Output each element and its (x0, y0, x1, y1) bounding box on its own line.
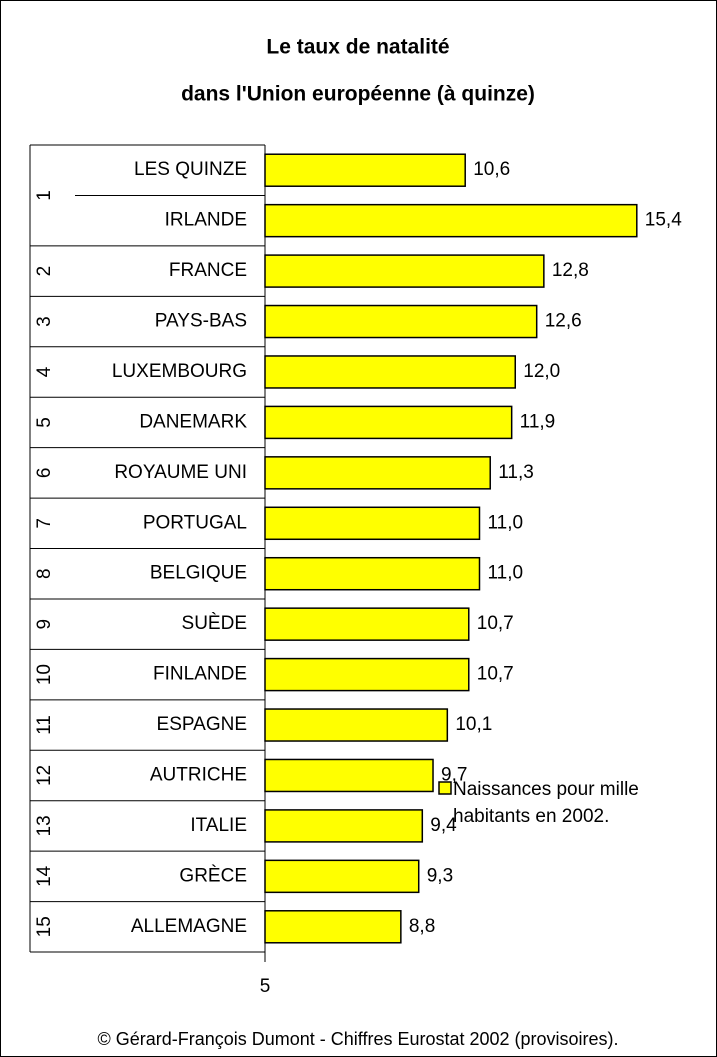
category-label: LUXEMBOURG (112, 361, 247, 382)
rank-label: 4 (34, 366, 55, 377)
rank-label: 13 (34, 815, 55, 836)
bar (264, 355, 516, 389)
value-label: 10,6 (473, 159, 510, 180)
legend: Naissances pour mille habitants en 2002. (453, 779, 639, 827)
bar (264, 203, 638, 238)
value-label: 10,7 (477, 664, 514, 685)
category-label: ESPAGNE (157, 714, 247, 735)
category-label: PORTUGAL (143, 512, 247, 533)
rank-label: 7 (34, 518, 55, 529)
value-label: 11,9 (520, 411, 556, 432)
rank-label: 5 (34, 417, 55, 428)
bar (264, 657, 470, 692)
bar (264, 758, 434, 793)
rank-label: 3 (34, 316, 55, 327)
category-label: LES QUINZE (134, 159, 247, 180)
bar (264, 607, 470, 641)
rank-label: 1 (34, 190, 55, 201)
chart-title: Le taux de natalité (266, 36, 449, 59)
category-label: GRÈCE (179, 865, 247, 886)
category-label: BELGIQUE (150, 563, 247, 584)
value-label: 10,1 (455, 714, 492, 735)
category-label: AUTRICHE (150, 764, 247, 785)
category-label: ALLEMAGNE (131, 916, 247, 937)
value-label: 12,8 (552, 260, 589, 281)
rank-label: 6 (34, 468, 55, 479)
bar (264, 506, 481, 541)
value-label: 9,7 (441, 764, 467, 785)
bar (264, 405, 513, 440)
bar (264, 809, 424, 843)
x-tick-label: 5 (260, 976, 271, 997)
category-label: IRLANDE (165, 210, 247, 231)
bar (264, 254, 545, 288)
category-label: ITALIE (190, 815, 247, 836)
value-label: 12,6 (545, 311, 582, 332)
chart-title: dans l'Union européenne (à quinze) (181, 83, 535, 106)
value-label: 11,3 (498, 462, 534, 483)
bar (264, 910, 402, 944)
legend-label: Naissances pour mille habitants en 2002. (453, 779, 639, 827)
category-label: FRANCE (169, 260, 247, 281)
bar (264, 304, 538, 339)
value-label: 9,3 (427, 865, 453, 886)
source: © Gérard-François Dumont - Chiffres Euro… (97, 1029, 618, 1049)
bar (264, 556, 481, 591)
category-label: DANEMARK (139, 411, 247, 432)
value-label: 12,0 (523, 361, 560, 382)
value-label: 9,4 (430, 815, 457, 836)
value-label: 11,0 (488, 512, 524, 533)
rank-label: 2 (34, 266, 55, 277)
value-label: 11,0 (488, 563, 524, 584)
rank-label: 9 (34, 619, 55, 630)
bar (264, 153, 466, 187)
category-label: FINLANDE (153, 664, 247, 685)
bar (264, 708, 449, 742)
bar (264, 456, 491, 490)
rank-label: 8 (34, 568, 55, 579)
category-label: PAYS-BAS (155, 311, 247, 332)
rank-label: 15 (34, 916, 55, 937)
legend-swatch (438, 781, 452, 795)
value-label: 15,4 (645, 210, 682, 231)
rank-label: 14 (34, 865, 55, 887)
value-label: 8,8 (409, 916, 435, 937)
rank-label: 12 (34, 765, 55, 786)
rank-label: 11 (34, 715, 55, 735)
category-label: ROYAUME UNI (114, 462, 247, 483)
bar (264, 859, 420, 894)
category-label: SUÈDE (182, 613, 247, 634)
rank-label: 10 (34, 664, 55, 685)
value-label: 10,7 (477, 613, 514, 634)
